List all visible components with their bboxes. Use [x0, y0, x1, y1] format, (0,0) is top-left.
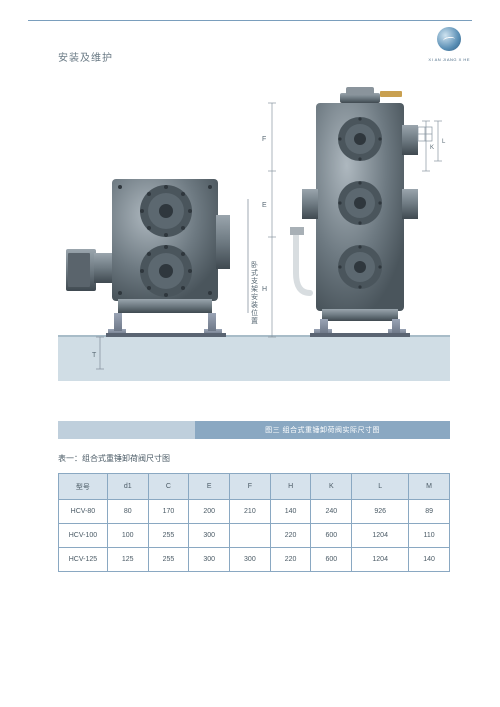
banner-accent	[58, 421, 195, 439]
table-row: HCV-1251252553003002206001204140	[59, 548, 450, 572]
header: 安装及维护 XI AN JIANG X HE	[28, 21, 472, 71]
right-assembly	[290, 87, 418, 337]
col-6: K	[311, 474, 352, 500]
dim-H: H	[262, 286, 267, 293]
mount-annotation: 卧式支架安装位置	[251, 261, 259, 325]
table-title: 表一：组合式重锤卸荷阀尺寸图	[58, 453, 170, 464]
dim-L: L	[442, 139, 446, 145]
col-5: H	[270, 474, 311, 500]
globe-logo-icon	[437, 27, 461, 51]
col-0: 型号	[59, 474, 108, 500]
page-frame: 安装及维护 XI AN JIANG X HE	[28, 20, 472, 687]
table-header-row: 型号d1CEFHKLM	[59, 474, 450, 500]
figure-caption: 图三 组合式重锤卸荷阀实际尺寸图	[195, 421, 450, 439]
dim-F: F	[262, 136, 266, 143]
product-figure: T 卧式支架安装位置	[58, 81, 450, 381]
logo-block: XI AN JIANG X HE	[428, 27, 470, 62]
left-assembly	[66, 179, 230, 337]
dim-K: K	[430, 145, 434, 151]
page-title: 安装及维护	[58, 49, 113, 64]
col-7: L	[352, 474, 409, 500]
col-3: E	[189, 474, 230, 500]
table-row: HCV-808017020021014024092689	[59, 500, 450, 524]
col-4: F	[230, 474, 271, 500]
col-8: M	[409, 474, 450, 500]
dim-T: T	[92, 352, 97, 359]
logo-subtext: XI AN JIANG X HE	[428, 57, 470, 62]
dim-E: E	[262, 202, 267, 209]
figure-caption-banner: 图三 组合式重锤卸荷阀实际尺寸图	[58, 421, 450, 439]
col-2: C	[148, 474, 189, 500]
col-1: d1	[107, 474, 148, 500]
table-row: HCV-1001002553002206001204110	[59, 524, 450, 548]
dimension-table: 型号d1CEFHKLM HCV-808017020021014024092689…	[58, 473, 450, 572]
